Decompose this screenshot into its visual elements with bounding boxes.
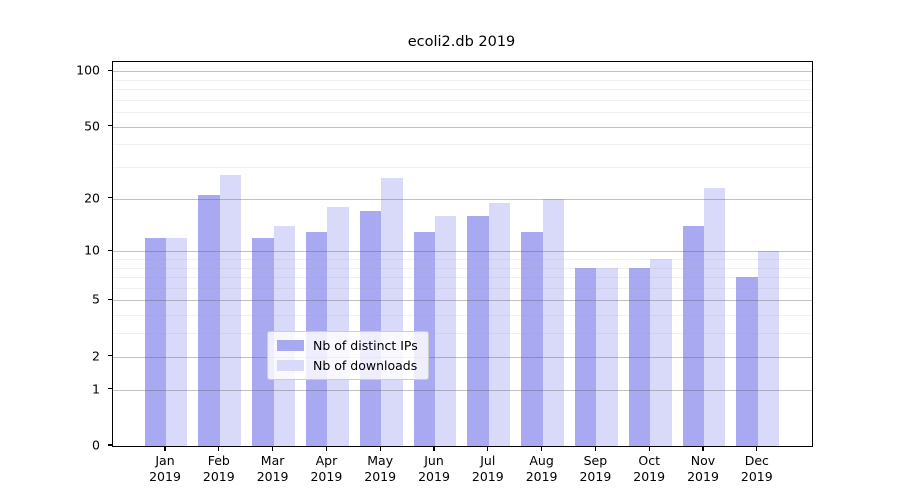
bar-downloads <box>381 178 403 446</box>
y-tick-label: 10 <box>84 242 100 258</box>
legend-label: Nb of downloads <box>313 358 418 373</box>
gridline-major <box>113 198 812 200</box>
x-tick-label: Feb 2019 <box>202 453 235 484</box>
bar-distinct-ips <box>521 231 543 446</box>
y-tick-mark <box>108 355 112 357</box>
y-tick-mark <box>108 388 112 390</box>
bar-distinct-ips <box>144 237 166 446</box>
x-tick-mark <box>379 446 381 451</box>
bar-distinct-ips <box>467 215 489 446</box>
y-tick-mark <box>108 69 112 71</box>
x-tick-mark <box>272 446 274 451</box>
bar-downloads <box>435 215 457 446</box>
y-tick-label: 0 <box>92 437 100 453</box>
x-tick-label: Jun 2019 <box>418 453 450 484</box>
gridline-minor <box>113 99 812 101</box>
bar-distinct-ips <box>682 226 704 446</box>
gridline-major <box>113 356 812 358</box>
y-tick-label: 20 <box>84 190 100 206</box>
gridline-minor <box>113 144 812 146</box>
gridline-minor <box>113 267 812 269</box>
y-tick-mark <box>108 197 112 199</box>
gridline-minor <box>113 112 812 114</box>
legend-swatch-downloads <box>277 360 304 371</box>
legend-swatch-distinct-ips <box>277 340 304 351</box>
x-tick-label: Dec 2019 <box>740 453 773 484</box>
chart-title: ecoli2.db 2019 <box>407 34 516 50</box>
gridline-minor <box>113 89 812 91</box>
legend-label: Nb of distinct IPs <box>313 338 418 353</box>
y-tick-label: 1 <box>92 381 100 397</box>
gridline-minor <box>113 277 812 279</box>
x-tick-label: Nov 2019 <box>687 453 719 484</box>
legend-item-distinct-ips: Nb of distinct IPs <box>277 338 418 353</box>
y-tick-label: 5 <box>92 291 100 307</box>
y-tick-label: 100 <box>76 62 100 78</box>
bar-distinct-ips <box>736 277 758 446</box>
gridline-minor <box>113 79 812 81</box>
plot-area <box>112 61 813 447</box>
y-tick-label: 2 <box>92 348 100 364</box>
bar-downloads <box>219 175 242 446</box>
x-tick-mark <box>433 446 435 451</box>
bar-downloads <box>757 251 780 446</box>
gridline-major <box>113 300 812 302</box>
legend: Nb of distinct IPs Nb of downloads <box>267 331 429 380</box>
bar-downloads <box>327 206 349 446</box>
x-tick-mark <box>487 446 489 451</box>
x-tick-label: May 2019 <box>364 453 397 484</box>
x-tick-label: Jan 2019 <box>149 453 181 484</box>
bar-distinct-ips <box>252 237 274 446</box>
bar-distinct-ips <box>575 267 597 446</box>
x-tick-label: Apr 2019 <box>310 453 343 484</box>
y-tick-mark <box>108 249 112 251</box>
x-tick-label: Mar 2019 <box>256 453 289 484</box>
x-tick-mark <box>218 446 220 451</box>
gridline-minor <box>113 167 812 169</box>
x-tick-label: Sep 2019 <box>579 453 612 484</box>
gridline-minor <box>113 333 812 335</box>
bar-downloads <box>166 237 188 446</box>
gridline-major <box>113 71 812 73</box>
bar-downloads <box>488 202 511 446</box>
bar-distinct-ips <box>359 211 382 446</box>
x-tick-label: Oct 2019 <box>633 453 666 484</box>
x-tick-mark <box>164 446 166 451</box>
bar-downloads <box>596 267 618 446</box>
x-tick-mark <box>756 446 758 451</box>
gridline-major <box>113 126 812 128</box>
bar-distinct-ips <box>198 194 220 446</box>
y-tick-mark <box>108 125 112 127</box>
x-tick-mark <box>325 446 327 451</box>
bar-downloads <box>650 258 672 446</box>
gridline-minor <box>113 315 812 317</box>
x-tick-mark <box>541 446 543 451</box>
y-tick-mark <box>108 444 112 446</box>
bar-distinct-ips <box>628 267 651 446</box>
bar-downloads <box>542 198 564 446</box>
x-tick-label: Jul 2019 <box>471 453 504 484</box>
x-tick-mark <box>702 446 704 451</box>
y-tick-label: 50 <box>84 118 100 134</box>
y-tick-mark <box>108 298 112 301</box>
gridline-major <box>113 251 812 253</box>
gridline-minor <box>113 258 812 260</box>
x-tick-label: Aug 2019 <box>525 453 558 484</box>
x-tick-mark <box>648 446 650 451</box>
x-tick-mark <box>594 446 596 451</box>
gridline-major <box>113 389 812 391</box>
bar-downloads <box>704 187 726 446</box>
gridline-minor <box>113 287 812 289</box>
legend-item-downloads: Nb of downloads <box>277 358 418 373</box>
